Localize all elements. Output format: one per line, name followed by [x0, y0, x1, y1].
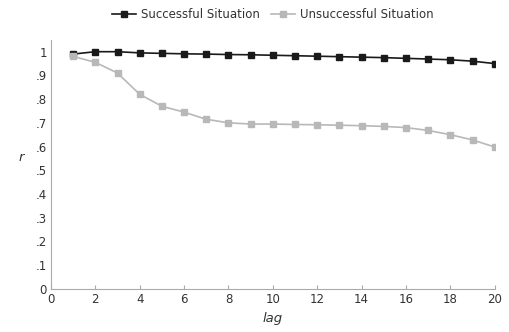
Unsuccessful Situation	[225, 121, 231, 125]
Unsuccessful Situation	[469, 138, 475, 142]
Successful Situation	[336, 55, 342, 59]
Successful Situation	[425, 57, 431, 61]
Successful Situation	[115, 50, 121, 54]
Successful Situation	[159, 51, 165, 55]
Successful Situation	[203, 52, 209, 56]
Unsuccessful Situation	[92, 60, 98, 64]
Successful Situation	[269, 53, 275, 57]
Successful Situation	[181, 52, 187, 56]
Unsuccessful Situation	[358, 124, 364, 128]
Line: Unsuccessful Situation: Unsuccessful Situation	[70, 53, 497, 150]
Successful Situation	[402, 56, 408, 60]
Successful Situation	[291, 54, 297, 58]
Successful Situation	[225, 52, 231, 56]
Successful Situation	[70, 52, 76, 56]
Unsuccessful Situation	[247, 122, 253, 126]
Unsuccessful Situation	[380, 124, 386, 128]
Unsuccessful Situation	[181, 110, 187, 114]
Unsuccessful Situation	[446, 133, 453, 137]
Successful Situation	[491, 61, 497, 65]
Successful Situation	[446, 58, 453, 62]
Successful Situation	[136, 51, 143, 55]
Unsuccessful Situation	[136, 92, 143, 96]
Unsuccessful Situation	[425, 128, 431, 132]
Legend: Successful Situation, Unsuccessful Situation: Successful Situation, Unsuccessful Situa…	[107, 3, 437, 26]
Unsuccessful Situation	[402, 125, 408, 129]
Unsuccessful Situation	[203, 117, 209, 121]
Unsuccessful Situation	[269, 122, 275, 126]
Unsuccessful Situation	[314, 123, 320, 127]
Unsuccessful Situation	[291, 123, 297, 126]
Successful Situation	[469, 59, 475, 63]
Successful Situation	[314, 54, 320, 58]
Successful Situation	[380, 56, 386, 60]
Unsuccessful Situation	[159, 104, 165, 108]
Unsuccessful Situation	[70, 54, 76, 58]
Unsuccessful Situation	[491, 145, 497, 149]
Successful Situation	[358, 55, 364, 59]
Line: Successful Situation: Successful Situation	[70, 48, 497, 67]
Unsuccessful Situation	[336, 123, 342, 127]
Unsuccessful Situation	[115, 71, 121, 75]
Y-axis label: r: r	[19, 151, 24, 164]
X-axis label: lag: lag	[262, 311, 282, 325]
Successful Situation	[92, 50, 98, 54]
Successful Situation	[247, 53, 253, 57]
